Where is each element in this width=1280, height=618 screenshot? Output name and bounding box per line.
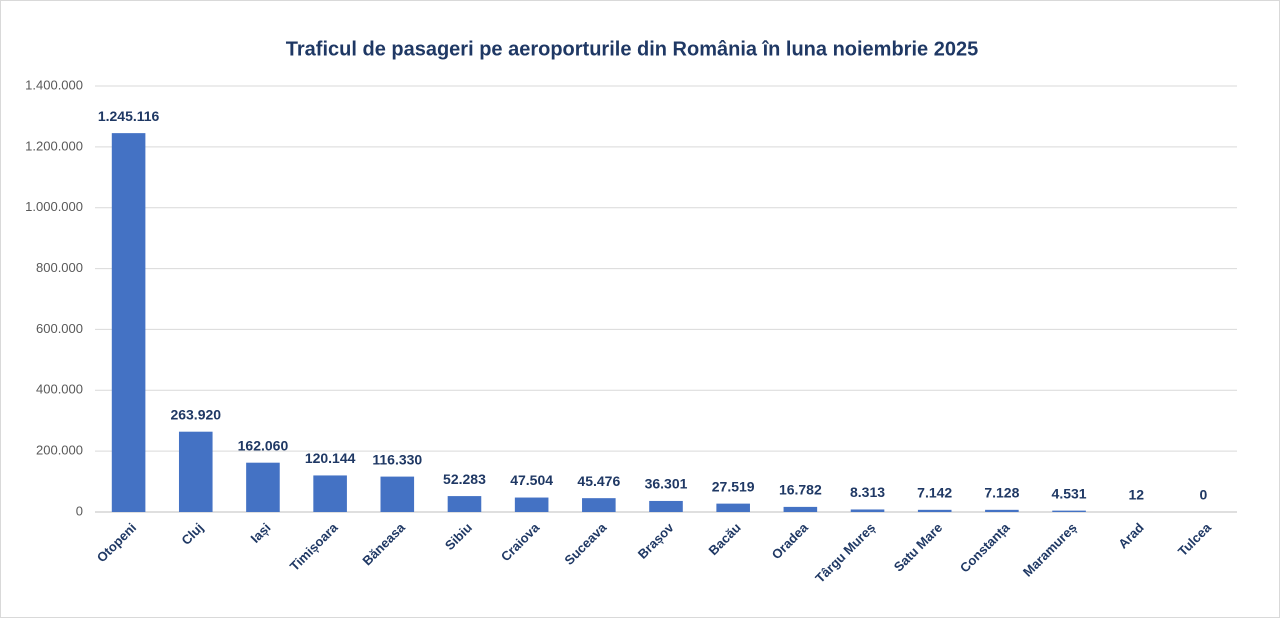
bar bbox=[783, 506, 818, 512]
bar bbox=[985, 509, 1019, 512]
value-label: 4.531 bbox=[1052, 485, 1087, 501]
bar bbox=[649, 500, 683, 512]
y-tick-label: 200.000 bbox=[36, 443, 83, 458]
value-label: 7.128 bbox=[984, 485, 1019, 501]
value-label: 47.504 bbox=[510, 472, 553, 488]
value-label: 120.144 bbox=[305, 450, 356, 466]
value-label: 8.313 bbox=[850, 484, 885, 500]
bar bbox=[246, 462, 280, 512]
value-label: 52.283 bbox=[443, 471, 486, 487]
y-tick-label: 1.000.000 bbox=[25, 199, 83, 214]
bar bbox=[313, 475, 347, 512]
y-tick-label: 600.000 bbox=[36, 321, 83, 336]
chart-title: Traficul de pasageri pe aeroporturile di… bbox=[286, 38, 978, 60]
bar bbox=[1052, 510, 1086, 512]
bar bbox=[111, 133, 146, 513]
bar bbox=[582, 498, 616, 512]
value-label: 116.330 bbox=[372, 451, 422, 467]
value-label: 36.301 bbox=[645, 476, 688, 492]
value-label: 162.060 bbox=[238, 437, 289, 453]
value-label: 1.245.116 bbox=[98, 108, 160, 124]
bar bbox=[178, 431, 213, 512]
value-label: 27.519 bbox=[712, 478, 755, 494]
y-tick-label: 1.200.000 bbox=[25, 138, 83, 153]
bar bbox=[716, 503, 750, 512]
value-label: 16.782 bbox=[779, 482, 822, 498]
y-tick-label: 1.400.000 bbox=[25, 77, 83, 92]
bar bbox=[917, 509, 952, 512]
y-tick-label: 400.000 bbox=[36, 382, 83, 397]
bar bbox=[380, 476, 415, 512]
value-label: 263.920 bbox=[170, 406, 221, 422]
bar bbox=[850, 509, 885, 512]
value-label: 12 bbox=[1128, 487, 1144, 503]
bar bbox=[447, 496, 482, 512]
value-label: 45.476 bbox=[577, 473, 620, 489]
value-label: 7.142 bbox=[917, 485, 952, 501]
y-tick-label: 800.000 bbox=[36, 260, 83, 275]
y-tick-label: 0 bbox=[76, 503, 83, 518]
bar bbox=[514, 497, 549, 512]
value-label: 0 bbox=[1200, 487, 1208, 503]
